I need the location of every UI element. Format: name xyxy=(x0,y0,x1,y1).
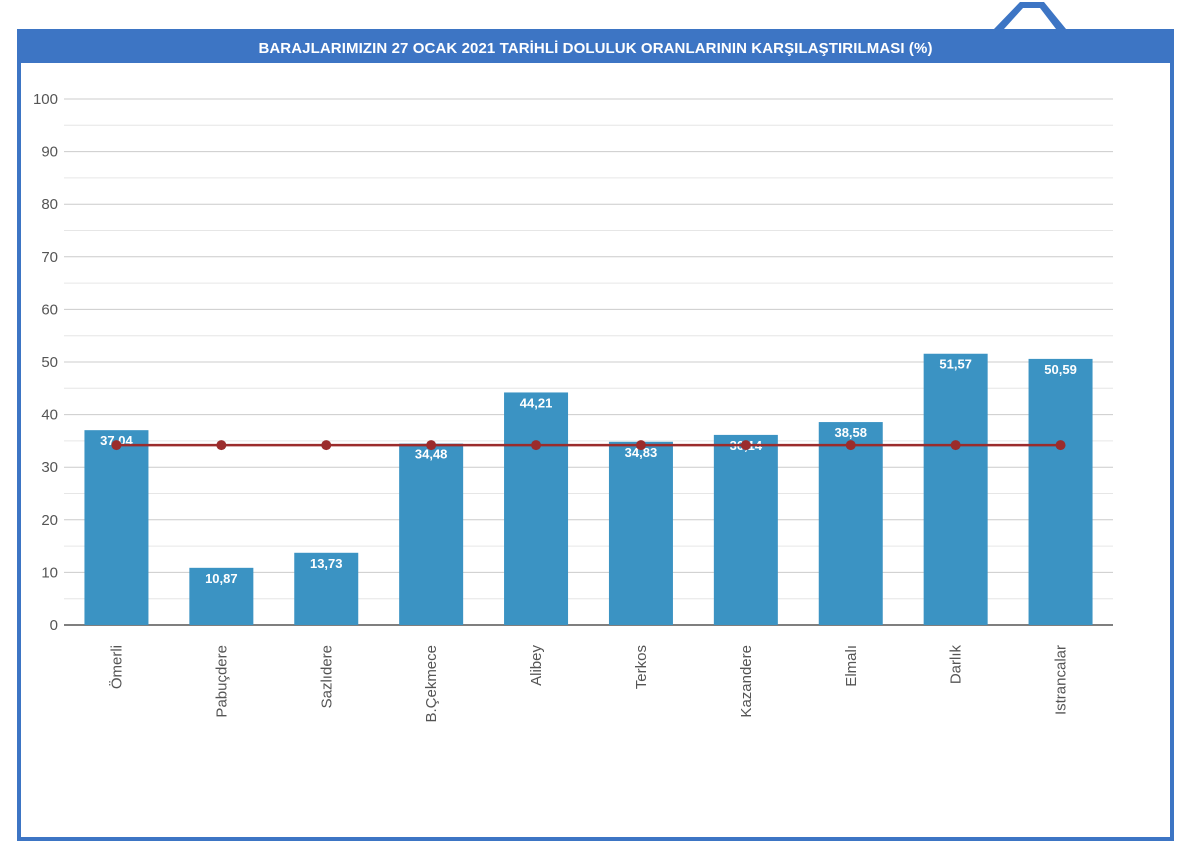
y-tick-label: 90 xyxy=(41,144,58,161)
chart-title: BARAJLARIMIZIN 27 OCAK 2021 TARİHLİ DOLU… xyxy=(21,33,1170,63)
bar xyxy=(504,392,569,625)
bar-value-label: 13,73 xyxy=(310,556,343,571)
average-point xyxy=(111,440,122,451)
y-tick-label: 40 xyxy=(41,407,58,424)
x-category-label: B.Çekmece xyxy=(423,645,440,723)
bar-value-label: 38,58 xyxy=(834,425,867,440)
x-category-label: Elmalı xyxy=(843,645,860,687)
y-tick-label: 10 xyxy=(41,564,58,581)
y-axis-ticks: 0 10 20 30 40 50 60 70 80 90 100 xyxy=(33,91,58,634)
x-axis-labels: Ömerli Pabuçdere Sazlıdere B.Çekmece Alibey T… xyxy=(107,645,1069,723)
average-point xyxy=(321,440,332,451)
x-category-label: Sazlıdere xyxy=(318,645,335,708)
average-point xyxy=(950,440,961,451)
bar xyxy=(294,552,359,625)
x-category-label: Ömerli xyxy=(107,645,125,689)
y-tick-label: 20 xyxy=(41,512,58,529)
y-tick-label: 0 xyxy=(50,617,58,634)
bar xyxy=(1028,358,1093,625)
y-tick-label: 100 xyxy=(33,91,58,108)
y-tick-label: 30 xyxy=(41,459,58,476)
x-category-label: Terkos xyxy=(633,645,650,689)
x-category-label: Alibey xyxy=(528,645,545,686)
bar-value-label: 10,87 xyxy=(205,571,238,586)
bar xyxy=(189,567,254,625)
x-category-label: Istrancalar xyxy=(1053,645,1070,715)
average-line xyxy=(111,440,1066,451)
bar-value-label: 34,83 xyxy=(625,445,658,460)
average-point xyxy=(1055,440,1066,451)
bar xyxy=(713,434,778,625)
bar-value-label: 34,48 xyxy=(415,447,448,462)
bar-value-label: 44,21 xyxy=(520,395,553,410)
average-point xyxy=(845,440,856,451)
bar-value-label: 50,59 xyxy=(1044,362,1077,377)
bar xyxy=(84,430,149,625)
y-tick-label: 50 xyxy=(41,354,58,371)
y-tick-label: 80 xyxy=(41,196,58,213)
average-point xyxy=(216,440,227,451)
average-point xyxy=(426,440,437,451)
bar-value-label: 51,57 xyxy=(939,357,972,372)
y-tick-label: 70 xyxy=(41,249,58,266)
average-point xyxy=(531,440,542,451)
bar xyxy=(923,353,988,625)
x-category-label: Pabuçdere xyxy=(213,645,230,718)
average-point xyxy=(635,440,646,451)
bar xyxy=(818,422,883,625)
y-tick-label: 60 xyxy=(41,301,58,318)
bar xyxy=(608,441,673,625)
average-point xyxy=(740,440,751,451)
x-category-label: Darlık xyxy=(948,645,965,685)
bar xyxy=(399,443,464,625)
bars xyxy=(84,353,1093,625)
header-tab xyxy=(994,2,1066,29)
x-category-label: Kazandere xyxy=(738,645,755,718)
